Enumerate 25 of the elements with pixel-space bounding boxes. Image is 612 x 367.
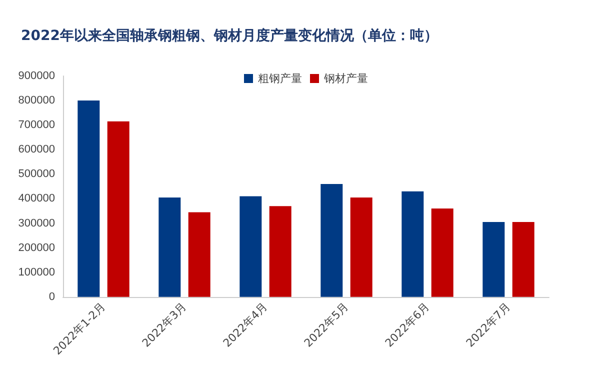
y-tick-label: 0 (48, 290, 55, 303)
bar (78, 100, 100, 297)
chart-title: 2022年以来全国轴承钢粗钢、钢材月度产量变化情况（单位：吨） (21, 27, 438, 44)
y-tick-label: 900000 (18, 70, 55, 82)
bar (269, 206, 292, 297)
bar (431, 208, 454, 297)
y-tick-label: 500000 (18, 168, 55, 180)
legend-label: 钢材产量 (323, 72, 368, 85)
y-tick-label: 600000 (18, 144, 55, 156)
y-tick-label: 400000 (18, 192, 55, 205)
bar (512, 222, 534, 297)
y-tick-label: 100000 (18, 266, 55, 278)
bar (350, 198, 372, 297)
bar (107, 121, 130, 297)
bar (402, 191, 424, 297)
bar (240, 196, 262, 297)
legend-label: 粗钢产量 (258, 72, 302, 85)
y-tick-label: 800000 (18, 94, 55, 107)
bar (188, 212, 210, 297)
y-tick-label: 300000 (18, 217, 55, 230)
y-tick-label: 200000 (18, 242, 55, 254)
bar (320, 184, 343, 297)
y-tick-label: 700000 (18, 119, 55, 132)
bar (482, 222, 505, 297)
bar (158, 198, 181, 297)
